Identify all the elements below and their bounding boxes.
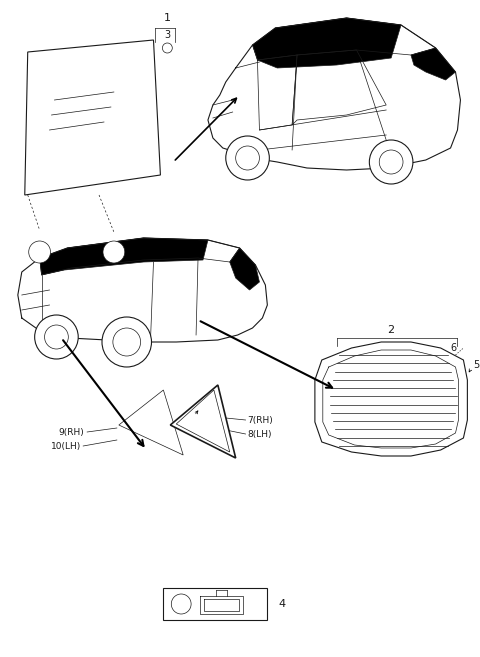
Text: 1: 1 bbox=[164, 13, 171, 23]
Text: 9(RH): 9(RH) bbox=[59, 428, 84, 436]
Text: 5: 5 bbox=[473, 360, 480, 370]
Circle shape bbox=[379, 150, 403, 174]
Polygon shape bbox=[252, 18, 401, 68]
Polygon shape bbox=[230, 248, 259, 290]
Text: a: a bbox=[111, 248, 117, 256]
Circle shape bbox=[29, 241, 50, 263]
Circle shape bbox=[369, 140, 413, 184]
Polygon shape bbox=[119, 390, 183, 455]
Circle shape bbox=[45, 325, 68, 349]
Circle shape bbox=[226, 136, 269, 180]
Text: 7(RH): 7(RH) bbox=[248, 415, 273, 424]
Polygon shape bbox=[176, 390, 230, 452]
Circle shape bbox=[35, 315, 78, 359]
Circle shape bbox=[171, 594, 191, 614]
Circle shape bbox=[102, 317, 152, 367]
Polygon shape bbox=[170, 385, 236, 458]
Text: 8(LH): 8(LH) bbox=[248, 430, 272, 438]
Circle shape bbox=[113, 328, 141, 356]
Polygon shape bbox=[411, 48, 456, 80]
Text: 6: 6 bbox=[451, 343, 456, 353]
Circle shape bbox=[236, 146, 259, 170]
Text: 2: 2 bbox=[387, 325, 395, 335]
Polygon shape bbox=[40, 238, 208, 275]
Polygon shape bbox=[25, 40, 160, 195]
Text: a: a bbox=[37, 248, 42, 256]
Bar bbox=[163, 588, 267, 620]
Polygon shape bbox=[315, 342, 468, 456]
Circle shape bbox=[103, 241, 125, 263]
Text: 4: 4 bbox=[279, 599, 286, 609]
Text: 3: 3 bbox=[164, 30, 170, 40]
Text: a: a bbox=[179, 599, 184, 608]
Text: 10(LH): 10(LH) bbox=[51, 442, 81, 451]
